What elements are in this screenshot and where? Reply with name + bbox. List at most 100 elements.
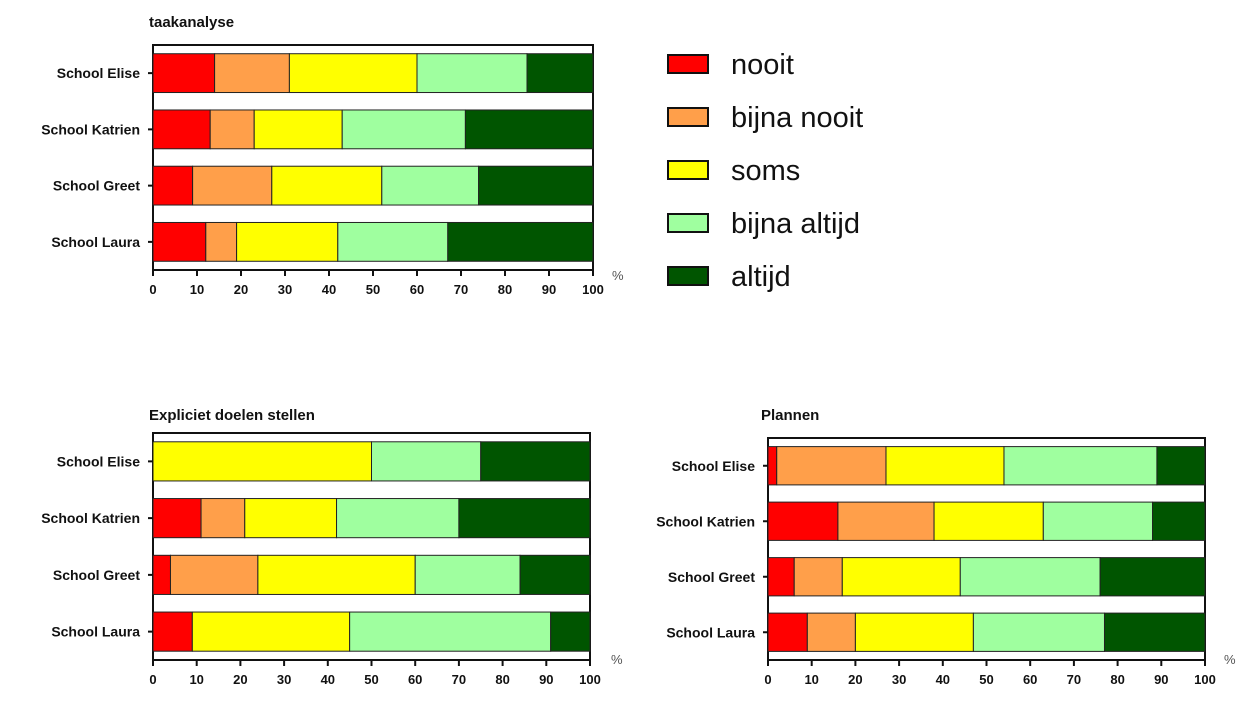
bar-school-greet-soms [841, 557, 961, 597]
x-tick-label: 10 [189, 672, 203, 687]
chart-title: Expliciet doelen stellen [149, 407, 315, 424]
bar-school-elise-altijd [480, 441, 591, 482]
x-tick-label: 10 [190, 282, 204, 297]
bar-school-greet-altijd [519, 554, 591, 595]
category-label: School Katrien [41, 510, 140, 526]
bar-school-elise-bijna-nooit [214, 53, 290, 94]
bar-school-greet-altijd [1099, 557, 1206, 597]
bar-school-greet-nooit [767, 557, 795, 597]
bar-school-laura-bijna-altijd [349, 611, 552, 652]
x-tick-label: 100 [582, 282, 604, 297]
x-tick-label: 60 [408, 672, 422, 687]
legend-label-nooit: nooit [731, 49, 794, 81]
bar-school-katrien-bijna-altijd [1042, 501, 1154, 541]
bar-school-laura-altijd [550, 611, 591, 652]
bar-school-elise-nooit [152, 53, 216, 94]
legend-swatch-bijna-altijd [667, 213, 709, 233]
category-label: School Laura [51, 624, 140, 640]
bar-school-katrien-soms [244, 498, 338, 539]
bar-school-katrien-nooit [152, 498, 202, 539]
legend-swatch-nooit [667, 54, 709, 74]
bar-school-elise-bijna-altijd [371, 441, 482, 482]
category-label: School Laura [51, 234, 140, 250]
bar-school-laura-bijna-altijd [972, 612, 1105, 652]
bar-school-elise-altijd [1156, 446, 1206, 486]
category-label: School Laura [666, 624, 755, 640]
bar-school-katrien-bijna-altijd [336, 498, 460, 539]
bar-school-laura-bijna-nooit [205, 221, 238, 262]
bar-school-elise-altijd [526, 53, 594, 94]
bar-school-elise-soms [288, 53, 418, 94]
bar-school-katrien-soms [933, 501, 1044, 541]
bar-school-laura-bijna-altijd [337, 221, 449, 262]
legend-swatch-bijna-nooit [667, 107, 709, 127]
x-tick-label: 0 [149, 672, 156, 687]
bar-school-katrien-altijd [458, 498, 591, 539]
legend-label-altijd: altijd [731, 261, 791, 293]
x-tick-label: 60 [1023, 672, 1037, 687]
axis-unit-label: % [1224, 652, 1236, 667]
x-tick-label: 80 [1110, 672, 1124, 687]
x-tick-label: 40 [321, 672, 335, 687]
bar-school-elise-bijna-nooit [776, 446, 887, 486]
bar-school-greet-bijna-nooit [169, 554, 259, 595]
bar-school-laura-bijna-nooit [806, 612, 856, 652]
chart-title: Plannen [761, 407, 819, 424]
x-tick-label: 70 [452, 672, 466, 687]
bar-school-laura-soms [236, 221, 339, 262]
bar-school-greet-soms [257, 554, 416, 595]
x-tick-label: 20 [233, 672, 247, 687]
bar-school-katrien-nooit [152, 109, 211, 150]
x-tick-label: 0 [149, 282, 156, 297]
legend-label-bijna-altijd: bijna altijd [731, 208, 860, 240]
chart-expliciet-doelen-stellen: Expliciet doelen stellen School Elise Scho… [41, 407, 623, 687]
bar-school-greet-bijna-nooit [192, 165, 273, 206]
axis-unit-label: % [611, 652, 623, 667]
bar-school-greet-bijna-nooit [793, 557, 843, 597]
x-tick-label: 50 [364, 672, 378, 687]
bar-school-elise-soms [152, 441, 372, 482]
category-label: School Katrien [656, 513, 755, 529]
bar-school-katrien-bijna-nooit [837, 501, 935, 541]
bar-school-laura-soms [854, 612, 974, 652]
x-tick-label: 30 [277, 672, 291, 687]
category-label: School Elise [57, 65, 140, 81]
x-tick-label: 90 [539, 672, 553, 687]
x-tick-label: 50 [979, 672, 993, 687]
bar-school-laura-nooit [767, 612, 808, 652]
bar-school-katrien-bijna-nooit [200, 498, 246, 539]
x-tick-label: 20 [848, 672, 862, 687]
category-label: School Greet [53, 567, 140, 583]
bar-school-katrien-nooit [767, 501, 839, 541]
bar-school-laura-nooit [152, 611, 193, 652]
bar-school-greet-nooit [152, 165, 194, 206]
x-tick-label: 60 [410, 282, 424, 297]
bar-school-greet-bijna-altijd [381, 165, 480, 206]
bar-school-elise-nooit [767, 446, 778, 486]
legend: nooit bijna nooit soms bijna altijd altijd [667, 49, 863, 293]
x-tick-label: 50 [366, 282, 380, 297]
x-tick-label: 0 [764, 672, 771, 687]
x-tick-label: 80 [495, 672, 509, 687]
bar-school-katrien-bijna-nooit [209, 109, 255, 150]
x-tick-label: 40 [936, 672, 950, 687]
legend-label-bijna-nooit: bijna nooit [731, 102, 863, 134]
category-label: School Elise [672, 458, 755, 474]
category-label: School Katrien [41, 121, 140, 137]
x-tick-label: 70 [1067, 672, 1081, 687]
x-tick-label: 100 [1194, 672, 1216, 687]
legend-swatch-soms [667, 160, 709, 180]
x-tick-label: 20 [234, 282, 248, 297]
chart-title: taakanalyse [149, 14, 234, 31]
x-tick-label: 80 [498, 282, 512, 297]
chart-taakanalyse: taakanalyse School Elise School Katrien Sch… [41, 14, 624, 297]
bar-school-elise-bijna-altijd [416, 53, 528, 94]
bar-school-elise-soms [885, 446, 1005, 486]
x-tick-label: 30 [278, 282, 292, 297]
bar-school-laura-nooit [152, 221, 207, 262]
x-tick-label: 40 [322, 282, 336, 297]
x-tick-label: 100 [579, 672, 601, 687]
x-tick-label: 70 [454, 282, 468, 297]
bar-school-katrien-soms [253, 109, 343, 150]
